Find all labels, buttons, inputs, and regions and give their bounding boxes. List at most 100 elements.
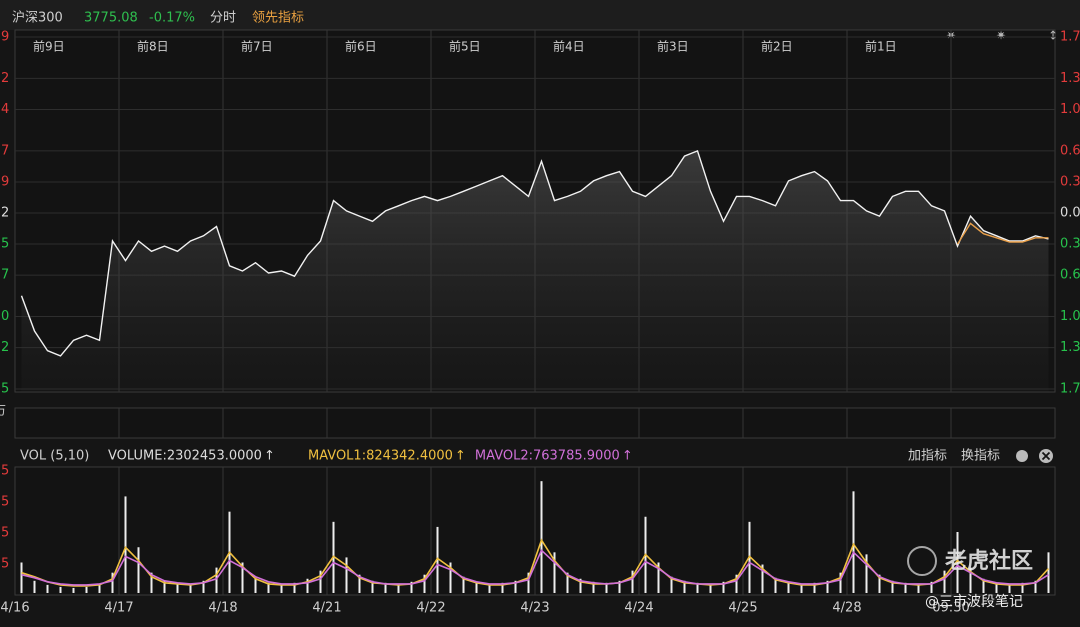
volume-bar [839, 572, 842, 593]
marker-icon[interactable]: ✷ [996, 29, 1006, 43]
volume-bar [98, 584, 101, 593]
date-label: 09:30 [932, 601, 969, 616]
volume-bar [20, 562, 23, 593]
volume-bar [358, 574, 361, 593]
indicator-tab[interactable]: 领先指标 [252, 11, 304, 26]
day-label: 前4日 [553, 39, 585, 54]
volume-bar [397, 583, 400, 593]
volume-bar [124, 496, 127, 593]
volume-bar [475, 581, 478, 593]
header-bar [0, 0, 1080, 30]
date-label: 4/21 [312, 601, 341, 616]
left-tick-label: 9 [1, 30, 9, 45]
volume-bar [306, 578, 309, 593]
volume-bar [501, 582, 504, 593]
volume-bar [852, 491, 855, 593]
y-tick-label: 1.7 [1060, 30, 1080, 45]
volume-bar [566, 572, 569, 593]
volume-bar [800, 583, 803, 593]
chart-layer: 前9日 前8日 前7日 前6日 前5日 前4日 前3日 前2日 前1日 4/16 4/17 4/18 4… [0, 30, 1080, 616]
index-price: 3775.08 [84, 11, 138, 26]
y-tick-label: 0.3 [1060, 237, 1080, 252]
volume-bar [917, 583, 920, 593]
mode-tab[interactable]: 分时 [210, 11, 236, 26]
date-label: 4/22 [416, 601, 445, 616]
volume-bar [956, 532, 959, 593]
legend-arrow: ↑ [622, 449, 633, 464]
y-tick-label: 0.3 [1060, 174, 1080, 189]
day-label: 前6日 [345, 39, 377, 54]
switch-indicator-button[interactable]: 换指标 [961, 449, 1000, 464]
left-tick-label: 4 [1, 102, 9, 117]
day-label: 前2日 [761, 39, 793, 54]
y-tick-label: 0.6 [1060, 268, 1080, 283]
volume-bar [722, 581, 725, 593]
volume-bar [878, 574, 881, 593]
volume-bar [891, 580, 894, 593]
add-indicator-button[interactable]: 加指标 [908, 449, 947, 464]
volume-bar [592, 581, 595, 593]
left-tick-label: 2 [1, 71, 9, 86]
volume-bar [527, 572, 530, 593]
strip-unit: 万 [0, 404, 6, 418]
volume-bar [163, 580, 166, 593]
volume-bar [969, 567, 972, 593]
legend-arrow: ↑ [455, 449, 466, 464]
volume-bar [540, 481, 543, 593]
left-tick-label: 2 [1, 340, 9, 355]
index-name: 沪深300 [12, 10, 63, 26]
legend-arrow: ↑ [264, 449, 275, 464]
volume-bar [709, 583, 712, 593]
series-line [21, 548, 1049, 586]
volume-bar [995, 582, 998, 593]
volume-bar [137, 547, 140, 593]
legend-entry: MAVOL2:763785.9000 [475, 449, 620, 464]
volume-bar [618, 580, 621, 593]
volume-bar [1008, 583, 1011, 593]
volume-bar [202, 580, 205, 593]
volume-bar [241, 562, 244, 593]
volume-bar [215, 567, 218, 593]
volume-bar [943, 570, 946, 593]
settings-icon[interactable] [1016, 450, 1028, 462]
volume-bar [176, 582, 179, 593]
volume-bar [865, 554, 868, 593]
volume-bar [514, 580, 517, 593]
volume-bar [436, 526, 439, 593]
volume-bar [85, 586, 88, 593]
volume-bar [579, 578, 582, 593]
volume-bar [33, 580, 36, 593]
volume-bar [462, 576, 465, 593]
legend-entry: MAVOL1:824342.4000 [308, 449, 453, 464]
left-tick-label: 9 [1, 174, 9, 189]
volume-bar [1021, 582, 1024, 593]
volume-bar [787, 581, 790, 593]
volume-bar [410, 581, 413, 593]
y-tick-label: 1.0 [1060, 102, 1080, 117]
volume-left-label: 5 [1, 495, 9, 510]
date-label: 4/24 [624, 601, 653, 616]
volume-bar [280, 584, 283, 593]
watermark-logo-icon [907, 546, 937, 576]
day-label: 前8日 [137, 39, 169, 54]
watermark-author: @三市波段笔记 [925, 593, 1023, 610]
resize-icon[interactable]: ↕ [1048, 29, 1058, 43]
volume-bar [72, 587, 75, 593]
volume-bar [605, 582, 608, 593]
series-line [956, 222, 1049, 245]
volume-bar [423, 574, 426, 593]
volume-bar [345, 557, 348, 593]
volume-bar [631, 570, 634, 593]
volume-bar [371, 580, 374, 593]
y-tick-label: 1.3 [1060, 340, 1080, 355]
y-tick-label: 0.6 [1060, 143, 1080, 158]
volume-left-label: 5 [1, 557, 9, 572]
volume-bar [553, 552, 556, 593]
volume-bar [488, 583, 491, 593]
y-tick-label: 0.0 [1060, 206, 1080, 221]
volume-bar [267, 582, 270, 593]
volume-bar [696, 582, 699, 593]
volume-bar [384, 582, 387, 593]
date-label: 4/28 [832, 601, 861, 616]
price-area [21, 150, 1049, 392]
